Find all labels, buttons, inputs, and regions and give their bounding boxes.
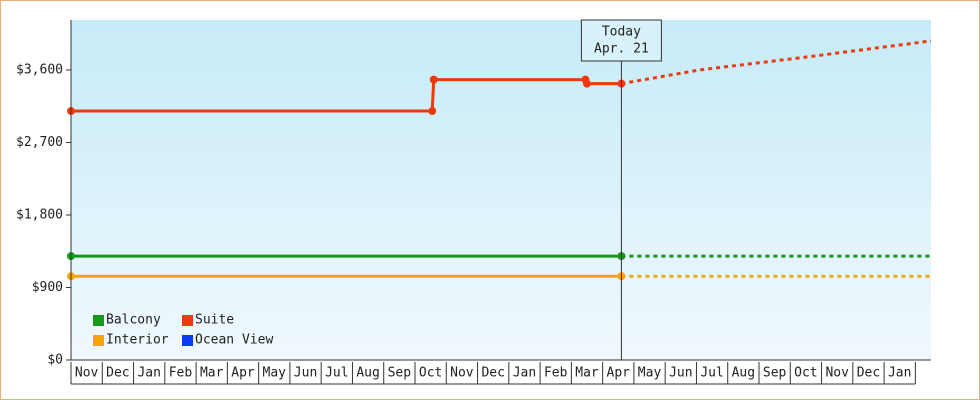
y-tick-label: $2,700: [16, 135, 63, 150]
x-tick-label: Oct: [419, 366, 442, 381]
today-box: [580, 19, 662, 62]
forecast-line: [621, 39, 932, 86]
x-tick-label: Nov: [75, 366, 99, 381]
point: [583, 79, 591, 88]
x-tick-label: Apr: [607, 366, 631, 381]
legend-swatch: [182, 315, 193, 326]
x-tick-label: Jul: [325, 366, 348, 381]
legend-swatch: [93, 315, 104, 326]
x-tick-label: Dec: [481, 366, 504, 381]
x-tick-label: Feb: [169, 366, 193, 381]
x-tick-label: May: [638, 366, 662, 381]
x-tick-label: Aug: [356, 366, 379, 381]
today-label: Apr. 21: [594, 42, 649, 57]
point: [429, 75, 438, 84]
x-tick-label: May: [263, 366, 287, 381]
x-tick-label: Mar: [200, 366, 224, 381]
x-tick-label: Jun: [669, 366, 692, 381]
x-tick-label: Jul: [700, 366, 723, 381]
x-tick-label: Jan: [888, 366, 911, 381]
y-tick-label: $0: [47, 353, 63, 368]
legend-swatch: [182, 335, 193, 346]
y-tick-label: $1,800: [16, 207, 63, 222]
legend-label: Ocean View: [195, 333, 273, 348]
legend-label: Suite: [195, 313, 234, 328]
x-tick-label: Dec: [857, 366, 880, 381]
x-tick-label: Oct: [794, 366, 817, 381]
x-tick-label: Jun: [294, 366, 317, 381]
x-tick-label: Dec: [106, 366, 129, 381]
x-tick-label: Sep: [763, 366, 787, 381]
x-tick-label: Aug: [732, 366, 755, 381]
x-tick-label: Apr: [231, 366, 255, 381]
legend-swatch: [93, 335, 104, 346]
x-tick-label: Mar: [575, 366, 599, 381]
plot-area: [71, 20, 931, 360]
x-tick-label: Feb: [544, 366, 568, 381]
x-tick-label: Nov: [450, 366, 474, 381]
x-tick-label: Jan: [137, 366, 160, 381]
legend-label: Interior: [106, 333, 169, 348]
x-tick-label: Sep: [388, 366, 412, 381]
x-tick-label: Nov: [825, 366, 849, 381]
today-label: Today: [602, 25, 641, 40]
legend-label: Balcony: [106, 313, 161, 328]
x-tick-label: Jan: [513, 366, 536, 381]
y-tick-label: $900: [32, 280, 63, 295]
point: [428, 107, 437, 116]
series-line: [71, 78, 622, 113]
y-tick-label: $3,600: [16, 62, 63, 77]
